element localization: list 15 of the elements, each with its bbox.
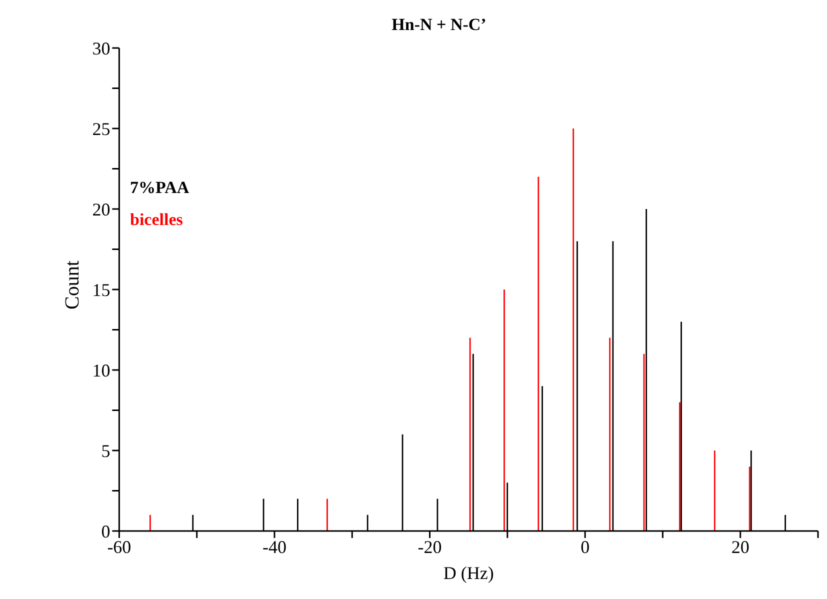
x-tick-label: -20 xyxy=(418,536,442,557)
y-axis-title: Count xyxy=(61,260,84,310)
x-tick-label: 0 xyxy=(580,536,590,557)
text: bicelles xyxy=(130,210,184,230)
y-tick-label: 5 xyxy=(101,440,110,461)
y-tick-label: 15 xyxy=(92,280,110,300)
y-tick-label: 10 xyxy=(92,360,110,380)
x-axis-title: D (Hz) xyxy=(443,563,494,583)
y-tick-label: 25 xyxy=(92,118,110,139)
chart-title: Hn-N + N-C’ xyxy=(392,15,486,34)
y-tick-label: 30 xyxy=(92,38,110,58)
x-tick-label: 20 xyxy=(731,536,750,557)
x-tick-label: -40 xyxy=(262,536,286,557)
text: 7%PAA xyxy=(130,178,190,198)
y-tick-label: 20 xyxy=(92,199,110,220)
